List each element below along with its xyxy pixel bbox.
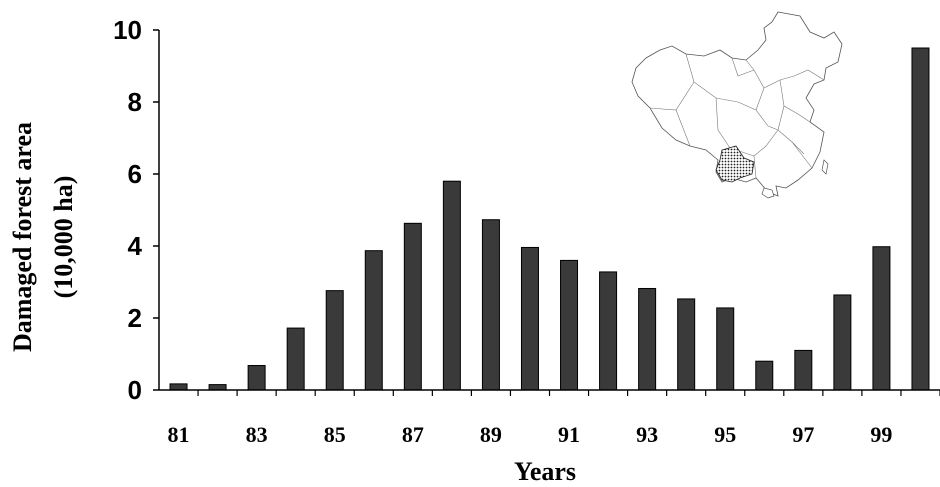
bars <box>170 48 929 390</box>
bar-99 <box>873 247 890 390</box>
bar-82 <box>209 385 226 390</box>
x-tick-label: 89 <box>480 422 502 447</box>
bar-00 <box>912 48 929 390</box>
x-axis-ticks: 81 83 85 87 89 91 93 95 97 99 <box>168 390 940 447</box>
bar-98 <box>834 295 851 390</box>
y-axis-title-line-2: (10,000 ha) <box>49 176 78 299</box>
x-tick-label: 91 <box>558 422 580 447</box>
bar-81 <box>170 384 187 390</box>
bar-87 <box>404 223 421 390</box>
bar-83 <box>248 366 265 390</box>
x-tick-label: 85 <box>324 422 346 447</box>
bar-95 <box>717 308 734 390</box>
x-tick-label: 81 <box>168 422 190 447</box>
bar-96 <box>756 361 773 390</box>
x-tick-label: 93 <box>636 422 658 447</box>
y-tick-label: 8 <box>128 87 142 117</box>
y-tick-label: 4 <box>128 231 143 261</box>
bar-88 <box>443 181 460 390</box>
bar-84 <box>287 328 304 390</box>
bar-85 <box>326 291 343 390</box>
bar-91 <box>561 260 578 390</box>
x-tick-label: 97 <box>792 422 814 447</box>
y-axis-title: Damaged forest area (10,000 ha) <box>8 122 78 352</box>
y-axis-ticks: 0 2 4 6 8 10 <box>113 15 159 405</box>
x-tick-label: 95 <box>714 422 736 447</box>
y-tick-label: 0 <box>128 375 142 405</box>
bar-92 <box>600 272 617 390</box>
y-tick-label: 2 <box>128 303 142 333</box>
y-tick-label: 10 <box>113 15 142 45</box>
bar-94 <box>678 299 695 390</box>
x-tick-label: 99 <box>870 422 892 447</box>
china-map-inset <box>632 12 842 198</box>
x-axis-title: Years <box>514 457 576 486</box>
y-axis-title-line-1: Damaged forest area <box>8 122 37 352</box>
bar-97 <box>795 350 812 390</box>
bar-86 <box>365 251 382 390</box>
bar-93 <box>639 288 656 390</box>
y-tick-label: 6 <box>128 159 142 189</box>
bar-90 <box>521 247 538 390</box>
bar-89 <box>482 220 499 390</box>
island-shape-east <box>822 160 828 174</box>
x-tick-label: 87 <box>402 422 424 447</box>
x-tick-label: 83 <box>246 422 268 447</box>
